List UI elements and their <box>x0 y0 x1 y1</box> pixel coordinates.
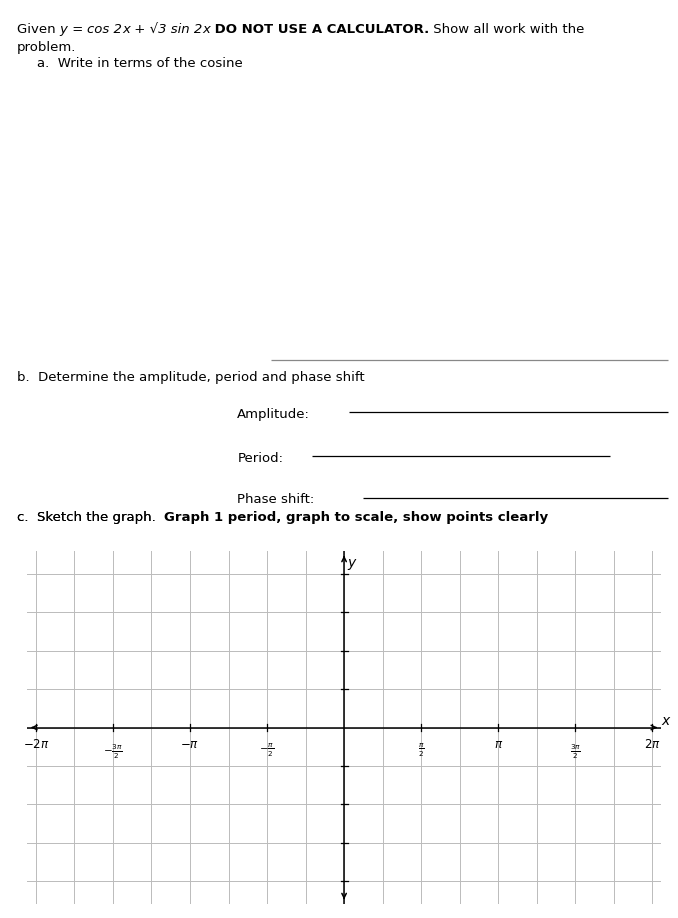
Text: c.  Sketch the graph.: c. Sketch the graph. <box>17 511 164 524</box>
Text: DO NOT USE A CALCULATOR.: DO NOT USE A CALCULATOR. <box>210 23 429 36</box>
Text: $\pi$: $\pi$ <box>494 738 503 751</box>
Text: $-\frac{3\pi}{2}$: $-\frac{3\pi}{2}$ <box>103 742 123 761</box>
Text: b.  Determine the amplitude, period and phase shift: b. Determine the amplitude, period and p… <box>17 371 365 384</box>
Text: + √3 sin 2: + √3 sin 2 <box>130 23 202 36</box>
Text: $\frac{\pi}{2}$: $\frac{\pi}{2}$ <box>418 742 424 759</box>
Text: problem.: problem. <box>17 41 77 54</box>
Text: $y$: $y$ <box>347 556 358 572</box>
Text: $-\frac{\pi}{2}$: $-\frac{\pi}{2}$ <box>260 742 275 759</box>
Text: Amplitude:: Amplitude: <box>237 408 310 420</box>
Text: c.  Sketch the graph.: c. Sketch the graph. <box>17 511 164 524</box>
Text: $-2\pi$: $-2\pi$ <box>22 738 49 751</box>
Text: y: y <box>60 23 68 36</box>
Text: x: x <box>122 23 130 36</box>
Text: $2\pi$: $2\pi$ <box>644 738 660 751</box>
Text: Graph 1 period, graph to scale, show points clearly: Graph 1 period, graph to scale, show poi… <box>164 511 549 524</box>
Text: cos 2: cos 2 <box>87 23 122 36</box>
Text: x: x <box>202 23 210 36</box>
Text: $\frac{3\pi}{2}$: $\frac{3\pi}{2}$ <box>570 742 581 761</box>
Text: =: = <box>68 23 87 36</box>
Text: Show all work with the: Show all work with the <box>429 23 584 36</box>
Text: $-\pi$: $-\pi$ <box>180 738 199 751</box>
Text: Period:: Period: <box>237 452 283 465</box>
Text: Phase shift:: Phase shift: <box>237 493 315 506</box>
Text: $x$: $x$ <box>660 713 671 728</box>
Text: Given: Given <box>17 23 60 36</box>
Text: a.  Write in terms of the cosine: a. Write in terms of the cosine <box>37 57 243 70</box>
